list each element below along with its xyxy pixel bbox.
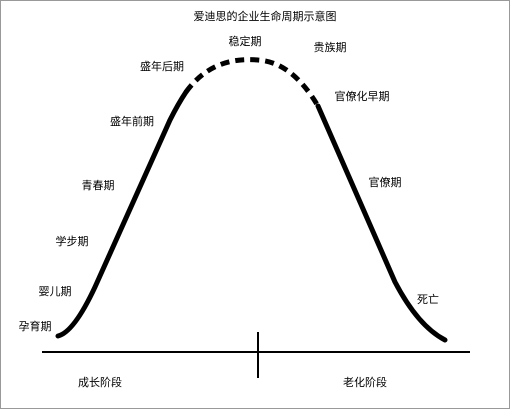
- aging-curve: [315, 103, 448, 343]
- stage-label: 学步期: [56, 234, 89, 248]
- stage-label: 官僚化早期: [335, 89, 390, 103]
- stage-label: 孕育期: [19, 319, 52, 333]
- stage-label: 贵族期: [314, 40, 347, 54]
- stage-label: 官僚期: [369, 175, 402, 189]
- stage-label: 婴儿期: [39, 285, 72, 298]
- stage-label: 盛年前期: [110, 114, 154, 128]
- stage-label: 死亡: [417, 292, 439, 306]
- phase-label: 老化阶段: [343, 375, 387, 389]
- peak-curve: [183, 57, 321, 108]
- phase-label: 成长阶段: [78, 375, 122, 389]
- title: 爱迪思的企业生命周期示意图: [194, 9, 337, 23]
- stage-label: 青春期: [82, 179, 115, 192]
- growth-curve: [55, 89, 189, 339]
- stage-label: 盛年后期: [140, 59, 184, 73]
- stage-label: 稳定期: [229, 34, 262, 48]
